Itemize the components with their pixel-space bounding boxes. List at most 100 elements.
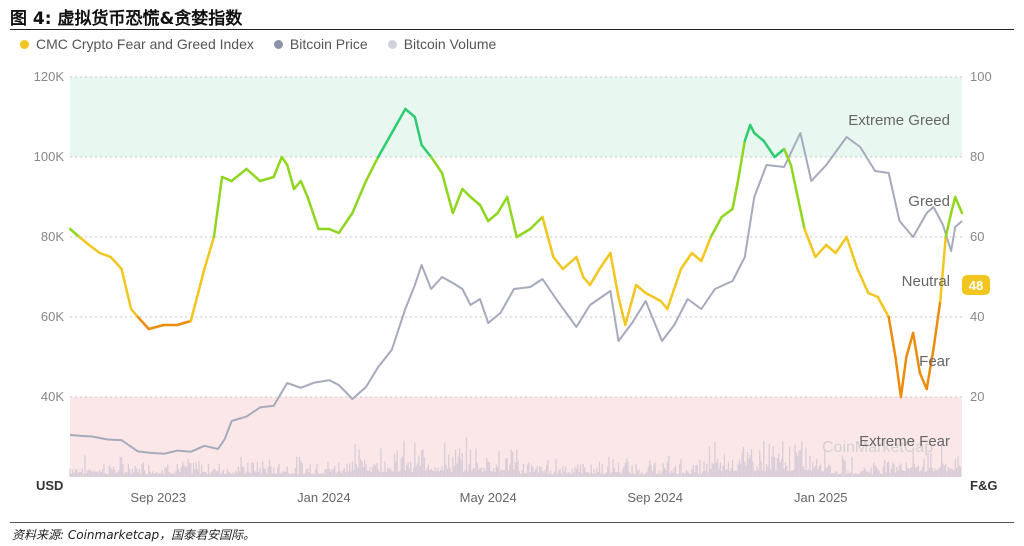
fng-segment: [581, 275, 592, 287]
x-tick-label: Sep 2024: [627, 490, 683, 505]
fng-segment: [753, 131, 766, 143]
fng-segment: [351, 179, 368, 215]
fng-segment: [561, 255, 578, 271]
left-axis-label: USD: [36, 478, 63, 493]
legend-item-fng[interactable]: CMC Crypto Fear and Greed Index: [20, 36, 254, 52]
left-tick-label: 60K: [41, 309, 64, 324]
fng-segment: [700, 235, 713, 263]
fng-segment: [659, 299, 669, 311]
zone-label: Greed: [908, 193, 950, 210]
volume-series: [69, 437, 962, 477]
legend-label: Bitcoin Price: [289, 36, 368, 52]
fng-segment: [364, 155, 380, 183]
fng-segment: [575, 255, 585, 279]
left-tick-label: 100K: [34, 149, 65, 164]
x-tick-label: Jan 2024: [297, 490, 351, 505]
legend-dot-icon: [20, 39, 29, 49]
fng-segment: [461, 187, 472, 199]
fng-segment: [451, 187, 464, 215]
fng-segment: [953, 195, 964, 215]
fng-segment: [690, 251, 703, 263]
zone-label: Fear: [919, 353, 950, 370]
fng-segment: [588, 267, 601, 287]
fng-segment: [918, 371, 928, 391]
fng-segment: [529, 215, 544, 231]
chart-legend: CMC Crypto Fear and Greed Index Bitcoin …: [20, 36, 496, 52]
figure-title: 图 4: 虚拟货币恐慌&贪婪指数: [10, 9, 243, 29]
fng-segment: [120, 267, 133, 311]
fng-segment: [541, 215, 555, 259]
fng-segment: [87, 243, 102, 255]
left-tick-label: 40K: [41, 389, 64, 404]
fng-segment: [98, 251, 112, 259]
fng-segment: [496, 195, 509, 215]
right-tick-label: 20: [970, 389, 984, 404]
legend-dot-icon: [273, 39, 283, 49]
current-value-label: 48: [969, 278, 983, 293]
fng-segment: [944, 211, 953, 239]
fng-segment: [272, 155, 284, 179]
zone-label: Neutral: [902, 273, 950, 290]
fng-segment: [598, 251, 612, 271]
fng-segment: [782, 147, 793, 167]
fng-segment: [413, 115, 423, 147]
title-rule: [10, 29, 1014, 30]
fng-segment: [328, 227, 341, 235]
fng-segment: [709, 215, 723, 239]
fng-segment: [845, 235, 859, 271]
fng-segment: [867, 291, 880, 299]
source-rule: [10, 522, 1014, 523]
left-tick-label: 80K: [41, 229, 64, 244]
bitcoin-price-line: [69, 132, 963, 455]
x-tick-label: Sep 2023: [130, 490, 186, 505]
fng-segment: [78, 235, 91, 247]
fng-segment: [762, 139, 776, 159]
fng-segment: [736, 139, 747, 183]
right-axis-label: F&G: [970, 478, 997, 493]
fng-segment: [478, 203, 490, 223]
legend-item-price[interactable]: Bitcoin Price: [273, 36, 368, 52]
fng-segment: [404, 107, 417, 119]
right-tick-label: 80: [970, 149, 984, 164]
fng-segment: [634, 283, 647, 295]
fng-segment: [949, 195, 957, 215]
fear-greed-series: [68, 107, 964, 399]
fng-segment: [176, 319, 193, 327]
fng-segment: [624, 283, 638, 327]
fng-segment: [814, 243, 828, 259]
legend-item-volume[interactable]: Bitcoin Volume: [387, 36, 497, 52]
fng-segment: [899, 355, 908, 399]
fng-segment: [280, 155, 289, 167]
fng-segment: [834, 235, 848, 255]
fng-segment: [147, 323, 165, 331]
fng-segment: [824, 243, 837, 255]
fng-segment: [230, 167, 248, 183]
fng-segment: [720, 207, 734, 219]
fng-segment: [644, 291, 662, 303]
fear-greed-chart: CoinMarketCap Extreme Greed Greed Neutral Fe…: [34, 69, 998, 505]
fng-segment: [617, 295, 627, 327]
x-tick-label: Jan 2025: [794, 490, 848, 505]
fng-segment: [731, 179, 740, 211]
fng-segment: [939, 235, 947, 303]
right-tick-label: 100: [970, 69, 992, 84]
current-value-badge: [962, 275, 990, 295]
legend-dot-icon: [387, 39, 397, 49]
fng-segment: [552, 255, 565, 271]
fng-segment: [376, 131, 394, 159]
x-tick-label: May 2024: [460, 490, 517, 505]
left-tick-label: 120K: [34, 69, 65, 84]
legend-label: Bitcoin Volume: [403, 36, 497, 52]
coinmarketcap-watermark: CoinMarketCap: [822, 439, 933, 456]
fng-segment: [925, 347, 935, 391]
fng-segment: [666, 267, 683, 311]
fng-segment: [292, 179, 303, 191]
fng-segment: [773, 147, 786, 159]
extreme-fear-band: [70, 397, 962, 477]
fng-segment: [469, 195, 482, 207]
fng-segment: [129, 307, 140, 319]
fng-segment: [285, 163, 296, 191]
fng-segment: [796, 195, 806, 231]
fng-segment: [136, 315, 150, 331]
fng-segment: [803, 227, 817, 259]
